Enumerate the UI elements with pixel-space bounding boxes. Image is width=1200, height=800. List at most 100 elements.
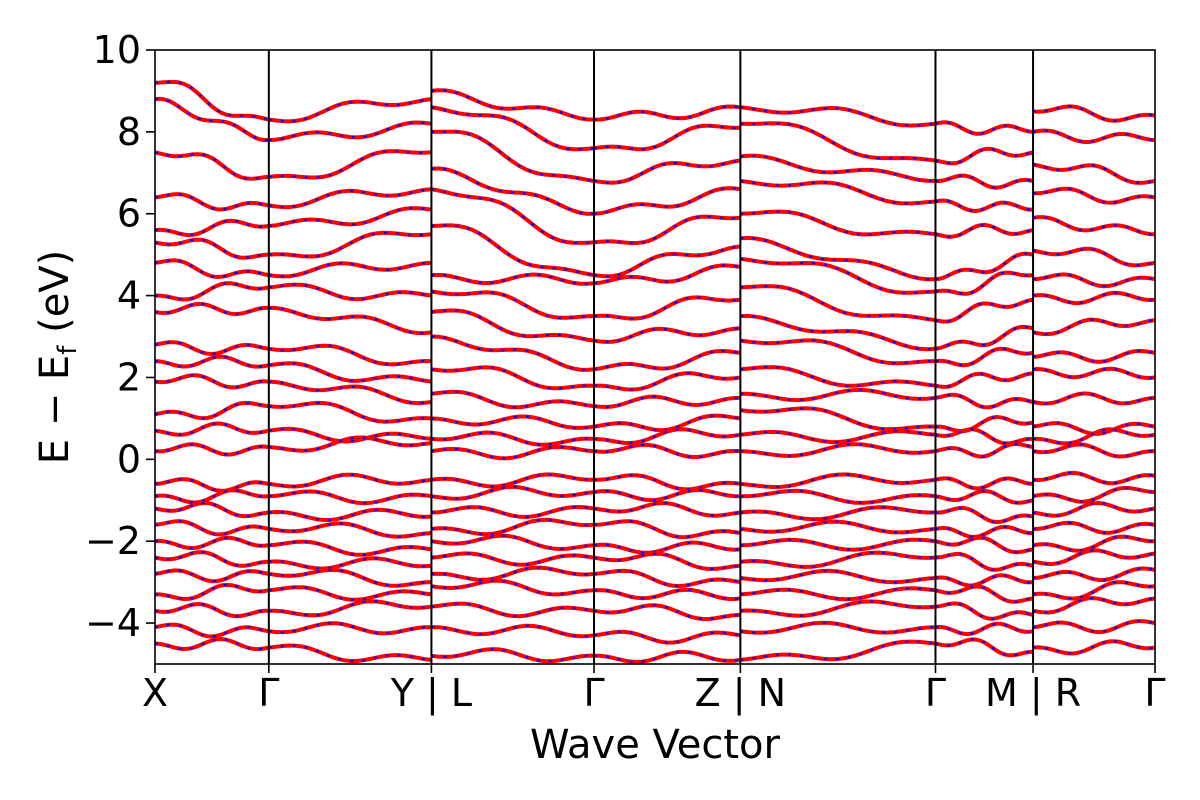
band-conduction-dashed <box>935 121 1034 135</box>
band-valence-dashed <box>593 588 741 601</box>
band-valence-dashed <box>935 574 1034 587</box>
band-valence-solid <box>268 472 432 489</box>
band-conduction-dashed <box>935 147 1034 165</box>
band-conduction-dashed <box>431 167 595 215</box>
band-conduction-solid <box>431 444 595 461</box>
band-valence-solid <box>268 489 432 506</box>
band-valence-solid <box>268 539 432 557</box>
band-valence-solid <box>431 623 595 639</box>
band-valence-solid <box>431 578 595 597</box>
band-valence-solid <box>1032 596 1155 615</box>
band-valence-dashed <box>935 602 1034 620</box>
band-valence-dashed <box>593 630 741 644</box>
band-conduction-dashed <box>1032 443 1155 458</box>
band-valence-dashed <box>155 536 269 550</box>
band-conduction-dashed <box>593 327 741 344</box>
band-conduction-dashed <box>740 430 936 444</box>
band-valence-solid <box>431 504 595 520</box>
band-valence-solid <box>1032 548 1155 567</box>
band-conduction-dashed <box>740 106 936 127</box>
band-conduction-dashed <box>740 236 936 281</box>
band-valence-dashed <box>740 600 936 617</box>
band-valence-solid <box>268 599 432 618</box>
band-valence-dashed <box>593 501 741 517</box>
band-valence-dashed <box>1032 535 1155 552</box>
band-valence-dashed <box>1032 580 1155 600</box>
x-axis-ticks: X Γ Y | L Γ Z | N Γ M | R Γ <box>142 664 1166 716</box>
band-valence-dashed <box>594 474 741 491</box>
plot-background <box>155 50 1155 664</box>
band-valence-dashed <box>155 637 270 651</box>
band-valence-solid <box>268 507 432 522</box>
band-conduction-dashed <box>268 98 432 123</box>
band-conduction-dashed <box>155 97 269 142</box>
band-valence-solid <box>431 533 595 552</box>
band-conduction-dashed <box>935 442 1034 458</box>
band-valence-solid <box>431 565 595 582</box>
band-valence-dashed <box>155 519 270 536</box>
band-valence-dashed <box>740 569 936 584</box>
band-conduction-dashed <box>155 341 269 356</box>
band-conduction-dashed <box>740 179 936 205</box>
band-valence-dashed <box>740 520 936 534</box>
band-conduction-solid <box>268 379 432 406</box>
band-valence-dashed <box>1032 567 1155 582</box>
band-conduction-dashed <box>740 407 936 431</box>
x-tick-label: Γ <box>925 671 946 715</box>
band-conduction-dashed <box>155 443 269 456</box>
band-conduction-dashed <box>431 224 595 277</box>
band-conduction-solid <box>740 209 936 237</box>
band-valence-dashed <box>1032 486 1155 503</box>
band-conduction-dashed <box>155 422 270 436</box>
band-conduction-solid <box>155 237 269 260</box>
band-valence-dashed <box>740 489 936 505</box>
band-valence-dashed <box>155 602 269 618</box>
band-conduction-dashed <box>431 309 595 342</box>
band-valence-dashed <box>593 552 741 571</box>
band-valence-dashed <box>740 640 936 661</box>
band-conduction-solid <box>431 289 595 320</box>
y-tick-label: 10 <box>93 28 141 72</box>
band-conduction-solid <box>268 187 432 210</box>
band-conduction-dashed <box>593 105 741 121</box>
band-conduction-solid <box>740 313 936 352</box>
band-conduction-dashed <box>935 393 1034 409</box>
band-valence-solid <box>431 647 594 664</box>
band-valence-dashed <box>740 538 936 551</box>
band-valence-dashed <box>155 501 269 518</box>
band-valence-solid <box>268 567 432 588</box>
band-valence-dashed <box>155 583 269 601</box>
band-valence-dashed <box>155 569 270 583</box>
high-symmetry-lines <box>267 50 1035 664</box>
band-conduction-dashed <box>593 186 741 215</box>
band-conduction-dashed <box>740 257 936 294</box>
band-valence-dashed <box>935 638 1034 657</box>
band-valence-dashed <box>935 536 1034 554</box>
y-axis-title: E − Ef (eV) <box>32 250 83 465</box>
band-conduction-solid <box>155 400 270 421</box>
band-valence-dashed <box>935 552 1034 571</box>
band-valence-solid <box>268 521 432 539</box>
band-conduction-dashed <box>593 443 741 459</box>
y-axis-title-unit: (eV) <box>32 250 78 346</box>
band-valence-solid <box>740 472 936 490</box>
band-conduction-dashed <box>155 192 270 211</box>
band-conduction-dashed <box>593 264 741 285</box>
band-conduction-solid <box>268 206 432 228</box>
band-valence-dashed <box>593 488 741 502</box>
band-conduction-dashed <box>1032 367 1155 380</box>
band-conduction-dashed <box>1032 163 1155 185</box>
band-conduction-solid <box>268 260 432 279</box>
band-valence-solid <box>268 621 432 636</box>
band-valence-dashed <box>740 506 936 521</box>
band-valence-dashed <box>935 506 1034 524</box>
band-valence-dashed <box>740 621 936 634</box>
x-tick-label: X <box>142 671 168 715</box>
band-valence-dashed <box>593 520 741 539</box>
band-conduction-solid <box>155 281 270 302</box>
band-conduction-dashed <box>935 428 1033 445</box>
band-valence-dashed <box>740 551 936 569</box>
band-valence-solid <box>431 472 594 489</box>
band-conduction-solid <box>740 153 936 183</box>
